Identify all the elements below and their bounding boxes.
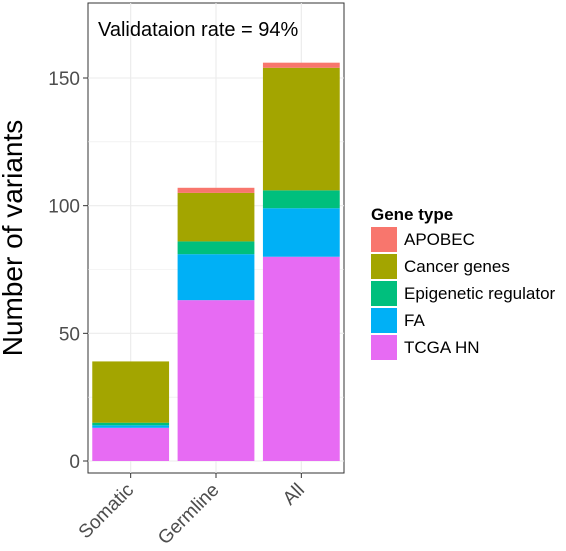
bar-somatic-tcga-hn bbox=[92, 428, 169, 461]
x-tick-label-all: All bbox=[279, 480, 309, 510]
bar-germline-fa bbox=[178, 254, 255, 300]
bar-all-epigenetic-regulator bbox=[263, 190, 340, 208]
legend-title: Gene type bbox=[371, 205, 453, 224]
y-tick-label: 50 bbox=[59, 324, 80, 345]
y-tick-label: 100 bbox=[48, 197, 80, 218]
y-axis-title: Number of variants bbox=[0, 120, 28, 357]
x-tick-label-somatic: Somatic bbox=[75, 480, 138, 543]
bar-all-apobec bbox=[263, 63, 340, 68]
legend-key-fa bbox=[371, 308, 397, 333]
bar-germline-tcga-hn bbox=[178, 300, 255, 461]
bar-germline-apobec bbox=[178, 188, 255, 193]
bar-all-fa bbox=[263, 208, 340, 257]
bar-germline-epigenetic-regulator bbox=[178, 241, 255, 254]
legend-label-epigenetic-regulator: Epigenetic regulator bbox=[404, 284, 556, 303]
x-tick-label-germline: Germline bbox=[154, 480, 223, 549]
legend-key-epigenetic-regulator bbox=[371, 281, 397, 306]
validation-annotation: Validataion rate = 94% bbox=[98, 19, 299, 41]
y-tick-label: 0 bbox=[69, 452, 80, 473]
y-axis: 0 50 100 150 bbox=[48, 69, 88, 473]
legend-key-cancer-genes bbox=[371, 254, 397, 279]
bar-all-cancer-genes bbox=[263, 68, 340, 191]
bar-somatic-epigenetic-regulator bbox=[92, 423, 169, 426]
legend-label-apobec: APOBEC bbox=[404, 230, 475, 249]
legend: Gene type APOBEC Cancer genes Epigenetic r… bbox=[371, 205, 556, 360]
bar-somatic-fa bbox=[92, 425, 169, 428]
legend-key-apobec bbox=[371, 227, 397, 252]
bar-germline-cancer-genes bbox=[178, 193, 255, 242]
legend-label-cancer-genes: Cancer genes bbox=[404, 257, 510, 276]
bar-all-tcga-hn bbox=[263, 257, 340, 461]
y-tick-label: 150 bbox=[48, 69, 80, 90]
x-axis: Somatic Germline All bbox=[75, 473, 309, 549]
legend-label-fa: FA bbox=[404, 311, 425, 330]
legend-label-tcga-hn: TCGA HN bbox=[404, 338, 480, 357]
bar-somatic-cancer-genes bbox=[92, 361, 169, 422]
legend-key-tcga-hn bbox=[371, 335, 397, 360]
